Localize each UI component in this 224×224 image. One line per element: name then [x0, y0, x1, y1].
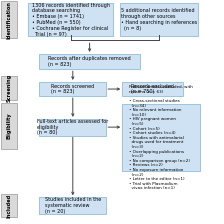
Text: Included: Included	[6, 193, 11, 218]
Text: Full-text articles assessed for
eligibility
(n = 80): Full-text articles assessed for eligibil…	[37, 119, 108, 136]
FancyBboxPatch shape	[122, 104, 200, 171]
Text: Identification: Identification	[6, 1, 11, 39]
FancyBboxPatch shape	[1, 1, 17, 38]
FancyBboxPatch shape	[28, 3, 113, 36]
Text: Eligibility: Eligibility	[6, 113, 11, 139]
FancyBboxPatch shape	[1, 194, 17, 217]
FancyBboxPatch shape	[39, 197, 106, 214]
Text: Records after duplicates removed
(n = 823): Records after duplicates removed (n = 82…	[48, 56, 131, 67]
FancyBboxPatch shape	[1, 76, 17, 100]
Text: Full-text articles excluded, with
reasons (n = 63)

• Cross-sectional studies
  : Full-text articles excluded, with reason…	[129, 85, 193, 190]
Text: Screening: Screening	[6, 74, 11, 102]
FancyBboxPatch shape	[39, 82, 106, 96]
FancyBboxPatch shape	[39, 54, 140, 69]
FancyBboxPatch shape	[39, 119, 106, 136]
Text: Studies included in the
systematic review
(n = 20): Studies included in the systematic revie…	[45, 197, 101, 214]
Text: 1306 records identified through
database searching
• Embase (n = 1741)
• PubMed : 1306 records identified through database…	[32, 3, 110, 37]
Text: Records screened
(n = 823): Records screened (n = 823)	[51, 84, 95, 95]
Text: 5 additional records identified
through other sources
• Hand searching in refere: 5 additional records identified through …	[121, 8, 197, 31]
FancyBboxPatch shape	[120, 3, 198, 36]
FancyBboxPatch shape	[122, 82, 183, 96]
Text: Records excluded
(n = 750): Records excluded (n = 750)	[131, 84, 174, 95]
FancyBboxPatch shape	[1, 103, 17, 149]
